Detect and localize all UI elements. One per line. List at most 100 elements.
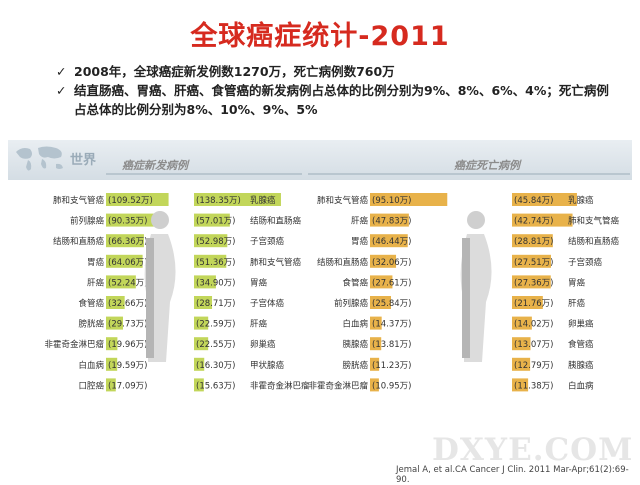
data-label: (42.74万) (514, 217, 553, 227)
category-label: 胃癌 (87, 257, 105, 268)
female-silhouette-icon (144, 211, 176, 362)
category-label: 食管癌 (342, 277, 368, 288)
data-label: (57.01万) (196, 217, 235, 227)
category-label: 食管癌 (568, 339, 594, 350)
category-label: 肝癌 (250, 319, 268, 330)
category-label: 前列腺癌 (70, 216, 105, 227)
bar (106, 316, 123, 330)
data-label: (138.35万) (196, 196, 241, 206)
bar (512, 378, 529, 392)
citation: Jemal A, et al.CA Cancer J Clin. 2011 Ma… (396, 465, 629, 485)
category-label: 乳腺癌 (568, 195, 594, 206)
category-label: 卵巢癌 (568, 319, 594, 330)
incidence-section-divider (106, 173, 302, 175)
category-label: 前列腺癌 (334, 298, 369, 309)
data-label: (52.24万) (108, 278, 147, 288)
bullet-item: ✓ 结直肠癌、胃癌、肝癌、食管癌的新发病例占总体的比例分别为9%、8%、6%、4… (56, 81, 616, 119)
bar (194, 193, 281, 206)
data-label: (21.76万) (514, 299, 553, 309)
world-map-icon (16, 146, 63, 171)
category-label: 乳腺癌 (250, 195, 276, 206)
bar (194, 357, 205, 371)
category-label: 白血病 (342, 319, 368, 330)
category-label: 肺和支气管癌 (568, 216, 620, 227)
bullet-text: 2008年，全球癌症新发例数1270万，死亡病例数760万 (74, 64, 395, 79)
bar (194, 337, 209, 351)
bar (512, 193, 577, 206)
bar (512, 234, 553, 248)
check-icon: ✓ (56, 83, 67, 98)
category-label: 膀胱癌 (78, 319, 104, 330)
bar (512, 316, 532, 330)
bar (194, 213, 230, 227)
bar (194, 254, 227, 268)
data-label: (16.30万) (196, 361, 235, 371)
category-label: 结肠和直肠癌 (568, 236, 620, 247)
data-label: (51.36万) (196, 258, 235, 268)
category-label: 肝癌 (87, 277, 105, 288)
category-label: 食管癌 (78, 298, 104, 309)
category-label: 非霍奇金淋巴瘤 (308, 380, 368, 391)
category-label: 肺和支气管癌 (53, 195, 105, 206)
bar (106, 275, 136, 289)
bar (370, 213, 409, 227)
category-label: 胃癌 (351, 236, 369, 247)
data-label: (29.73万) (108, 320, 147, 330)
bar (370, 357, 380, 371)
data-label: (109.52万) (108, 196, 153, 206)
bullet-text: 结直肠癌、胃癌、肝癌、食管癌的新发病例占总体的比例分别为9%、8%、6%、4%；… (74, 83, 609, 117)
bullet-item: ✓ 2008年，全球癌症新发例数1270万，死亡病例数760万 (56, 62, 616, 81)
bar (512, 254, 551, 268)
data-label: (22.55万) (196, 340, 235, 350)
bar (370, 337, 382, 351)
data-label: (19.96万) (108, 340, 147, 350)
bar (106, 254, 143, 268)
category-label: 肺和支气管癌 (250, 257, 302, 268)
page-title: 全球癌症统计-2011 (190, 21, 450, 52)
data-label: (25.84万) (372, 299, 411, 309)
bar (194, 296, 213, 309)
bar (106, 357, 118, 371)
category-label: 结肠和直肠癌 (250, 216, 302, 227)
category-label: 胰腺癌 (342, 339, 368, 350)
bar (106, 213, 158, 227)
bar (512, 213, 573, 227)
bar (512, 337, 531, 351)
category-label: 口腔癌 (78, 380, 104, 391)
category-label: 肝癌 (568, 298, 586, 309)
data-label: (46.44万) (372, 237, 411, 247)
data-label: (10.95万) (372, 381, 411, 391)
bar (194, 234, 228, 248)
data-label: (52.98万) (196, 237, 235, 247)
incidence-section-title: 癌症新发病例 (122, 159, 188, 172)
data-label: (34.90万) (196, 278, 235, 288)
bar (370, 254, 397, 268)
bar (194, 378, 204, 392)
data-label: (32.66万) (108, 299, 147, 309)
bar (194, 316, 209, 330)
category-label: 非霍奇金淋巴瘤 (250, 380, 310, 391)
bar (106, 193, 169, 206)
death-section-divider (308, 173, 630, 175)
data-label: (12.79万) (514, 361, 553, 371)
category-label: 白血病 (78, 360, 104, 371)
category-label: 子宫颈癌 (250, 236, 285, 247)
data-label: (66.36万) (108, 237, 147, 247)
bar (512, 275, 551, 289)
category-label: 非霍奇金淋巴瘤 (44, 339, 104, 350)
bar (370, 296, 391, 309)
summary-bullets: ✓ 2008年，全球癌症新发例数1270万，死亡病例数760万 ✓ 结直肠癌、胃… (56, 62, 616, 119)
death-section-title: 癌症死亡病例 (454, 159, 520, 172)
category-label: 卵巢癌 (250, 339, 276, 350)
world-label: 世界 (70, 153, 97, 168)
data-label: (47.83万) (372, 217, 411, 227)
data-label: (17.09万) (108, 381, 147, 391)
data-label: (27.61万) (372, 278, 411, 288)
bar (370, 316, 382, 330)
data-label: (64.06万) (108, 258, 147, 268)
watermark: DXYE.COM (432, 432, 634, 468)
data-label: (95.10万) (372, 196, 411, 206)
bar (370, 234, 408, 248)
data-label: (13.07万) (514, 340, 553, 350)
data-label: (14.02万) (514, 320, 553, 330)
